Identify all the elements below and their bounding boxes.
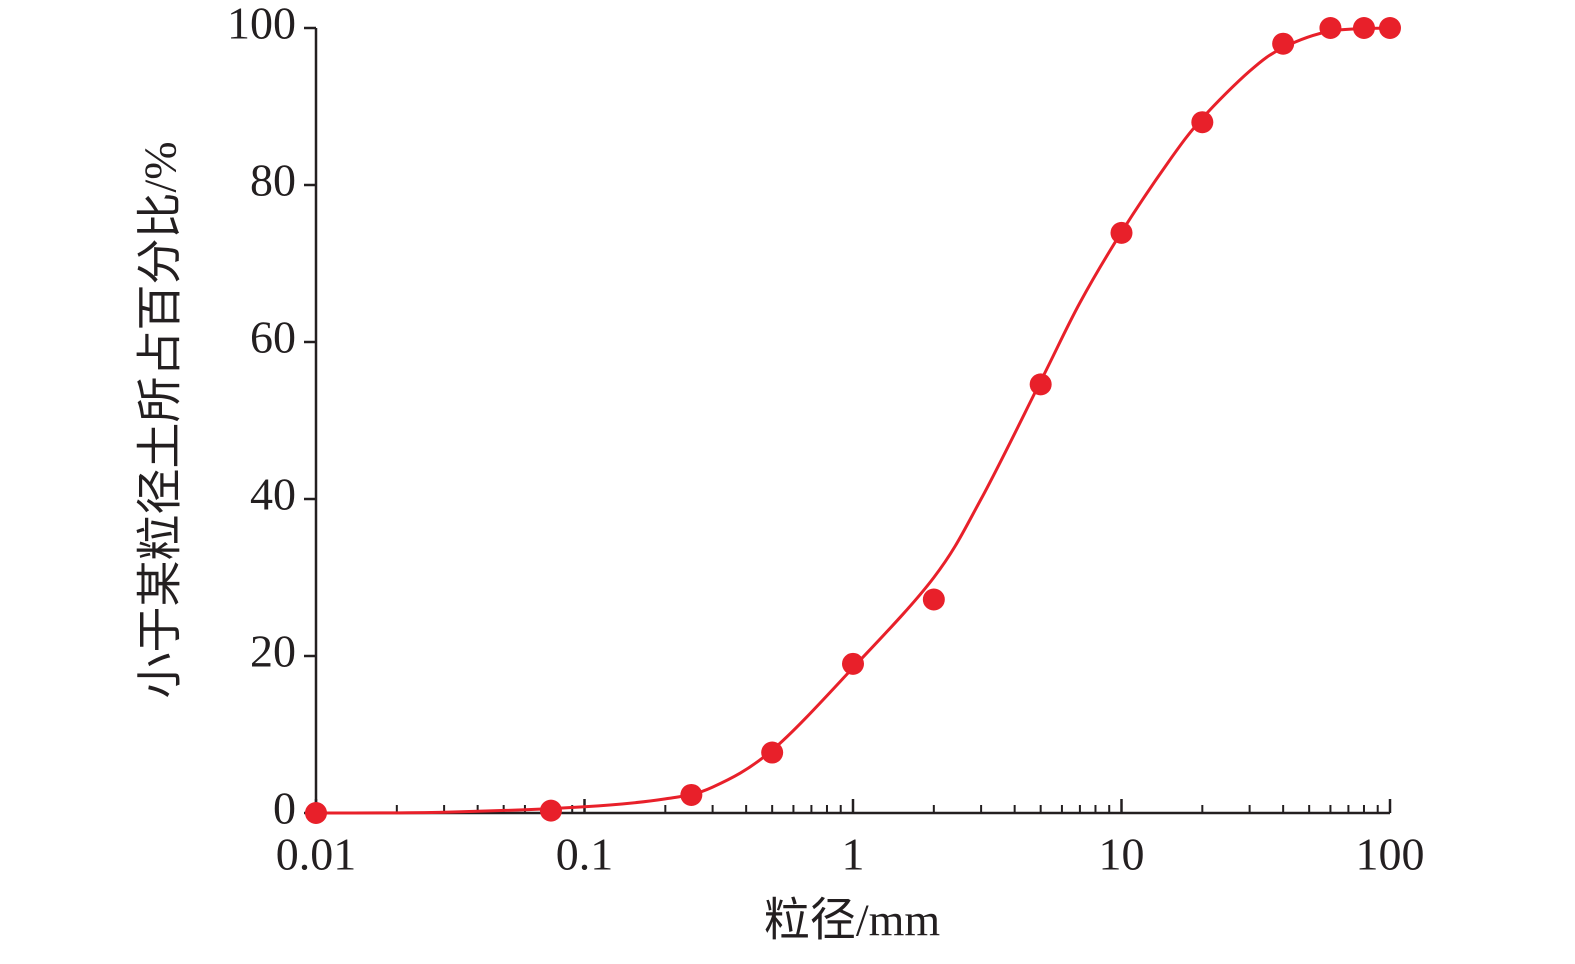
data-point xyxy=(305,802,327,824)
data-point xyxy=(1110,221,1133,244)
y-tick-label: 0 xyxy=(273,783,296,834)
y-tick-label: 40 xyxy=(250,469,296,520)
y-tick-label: 20 xyxy=(250,626,296,677)
data-point xyxy=(842,652,864,675)
fit-curve xyxy=(315,26,1391,815)
data-point xyxy=(680,783,703,806)
x-tick-label: 10 xyxy=(1099,829,1145,880)
data-point xyxy=(1191,111,1214,134)
y-axis-label: 小于某粒径土所占百分比/% xyxy=(135,141,186,698)
data-point xyxy=(922,588,945,611)
y-tick-label: 80 xyxy=(250,155,296,206)
x-axis-label: 粒径/mm xyxy=(764,895,941,946)
y-tick-label: 60 xyxy=(250,312,296,363)
x-tick-label: 0.1 xyxy=(556,829,614,880)
x-tick-label: 0.01 xyxy=(276,829,357,880)
data-point xyxy=(539,799,562,822)
data-point xyxy=(1379,17,1401,39)
x-tick-label: 1 xyxy=(842,829,865,880)
data-point xyxy=(1029,373,1052,396)
y-tick-label: 100 xyxy=(227,0,296,49)
data-point xyxy=(1352,17,1375,39)
data-point xyxy=(761,741,784,764)
x-tick-label: 100 xyxy=(1356,829,1425,880)
data-point xyxy=(1319,17,1342,39)
data-point xyxy=(1272,32,1295,55)
